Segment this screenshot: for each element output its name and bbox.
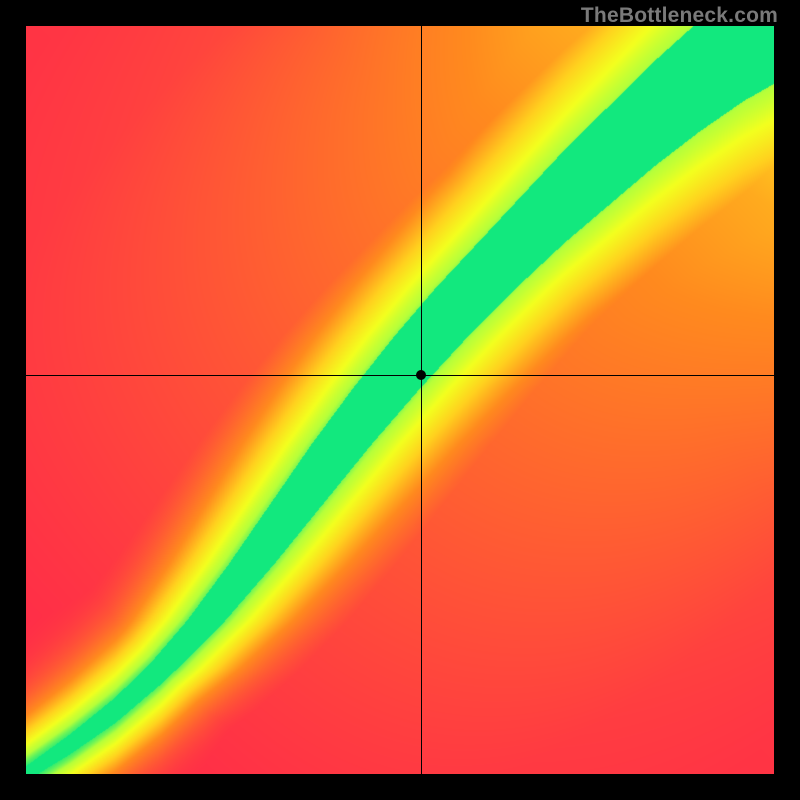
marker-dot xyxy=(416,370,426,380)
plot-area xyxy=(26,26,774,774)
crosshair-horizontal xyxy=(26,375,774,376)
chart-frame: TheBottleneck.com xyxy=(0,0,800,800)
watermark-text: TheBottleneck.com xyxy=(581,4,778,28)
crosshair-vertical xyxy=(421,26,422,774)
heatmap-canvas xyxy=(26,26,774,774)
